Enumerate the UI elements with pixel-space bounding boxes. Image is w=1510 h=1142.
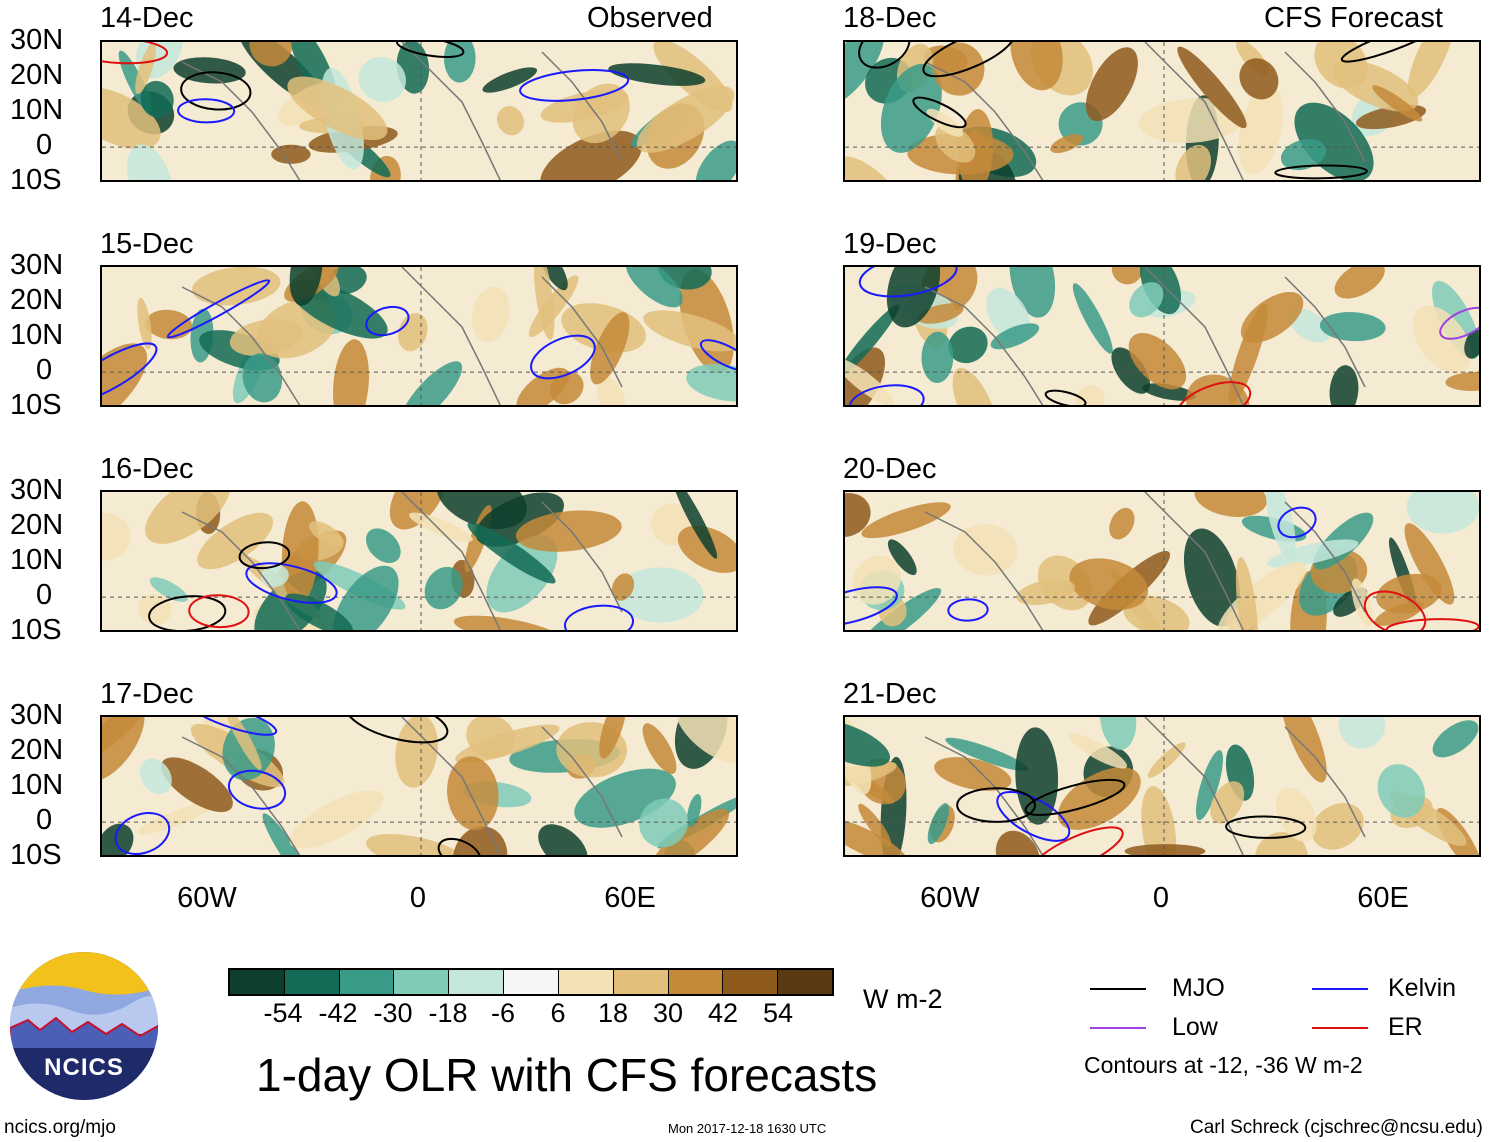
- colorbar-swatch: [778, 970, 832, 994]
- panel-date: 16-Dec: [100, 453, 194, 485]
- colorbar-swatch: [504, 970, 559, 994]
- footer-url[interactable]: ncics.org/mjo: [4, 1117, 116, 1138]
- lat-label: 0: [36, 804, 53, 836]
- colorbar-swatch: [230, 970, 285, 994]
- lat-label: 20N: [10, 734, 64, 766]
- footer-timestamp: Mon 2017-12-18 1630 UTC: [668, 1121, 827, 1136]
- lat-label: 10S: [10, 839, 62, 871]
- colorbar-tick: -30: [373, 998, 413, 1028]
- panel-date: 19-Dec: [843, 228, 937, 260]
- lat-label: 30N: [10, 249, 64, 281]
- colorbar-swatch: [558, 970, 614, 994]
- lat-label: 30N: [10, 474, 64, 506]
- colorbar: [228, 968, 834, 996]
- panel-date: 17-Dec: [100, 678, 194, 710]
- lat-label: 10S: [10, 164, 62, 196]
- olr-anomaly-field: [845, 717, 1479, 855]
- colorbar-tick: -42: [318, 998, 358, 1028]
- footer-credit: Carl Schreck (cjschrec@ncsu.edu): [1190, 1117, 1483, 1138]
- colorbar-swatch: [613, 970, 669, 994]
- lat-label: 10N: [10, 769, 64, 801]
- olr-anomaly-field: [845, 42, 1479, 180]
- lat-label: 0: [36, 579, 53, 611]
- legend-swatch-er: [1312, 1027, 1368, 1029]
- legend-swatch-mjo: [1090, 988, 1146, 990]
- olr-anomaly-field: [102, 717, 736, 855]
- colorbar-tick: 18: [597, 998, 629, 1028]
- lat-label: 10N: [10, 544, 64, 576]
- observed-label: Observed: [587, 2, 713, 34]
- olr-anomaly-field: [102, 267, 736, 405]
- lat-label: 10S: [10, 389, 62, 421]
- lat-label: 10N: [10, 319, 64, 351]
- lat-label: 20N: [10, 59, 64, 91]
- colorbar-units: W m-2: [863, 984, 943, 1014]
- lat-label: 10S: [10, 614, 62, 646]
- lon-label: 60W: [177, 882, 237, 914]
- legend-swatch-low: [1090, 1027, 1146, 1029]
- figure-title: 1-day OLR with CFS forecasts: [256, 1049, 878, 1101]
- panel-date: 20-Dec: [843, 453, 937, 485]
- contour-note: Contours at -12, -36 W m-2: [1084, 1052, 1363, 1078]
- olr-anomaly-field: [102, 42, 736, 180]
- panel-date: 14-Dec: [100, 2, 194, 34]
- colorbar-tick: -18: [428, 998, 468, 1028]
- lat-label: 10N: [10, 94, 64, 126]
- colorbar-tick: 30: [652, 998, 684, 1028]
- lat-label: 30N: [10, 24, 64, 56]
- legend-label-mjo: MJO: [1172, 974, 1225, 1002]
- legend-label-kelvin: Kelvin: [1388, 974, 1457, 1002]
- forecast-label: CFS Forecast: [1264, 2, 1443, 34]
- colorbar-swatch: [668, 970, 724, 994]
- lat-label: 30N: [10, 699, 64, 731]
- panel-date: 15-Dec: [100, 228, 194, 260]
- lat-label: 20N: [10, 509, 64, 541]
- lon-label: 0: [409, 882, 427, 914]
- colorbar-tick: -54: [263, 998, 303, 1028]
- lat-label: 0: [36, 354, 53, 386]
- colorbar-tick: -6: [490, 998, 515, 1028]
- olr-anomaly-field: [845, 267, 1479, 405]
- panel-date: 21-Dec: [843, 678, 937, 710]
- colorbar-tick: 42: [707, 998, 739, 1028]
- colorbar-swatch: [449, 970, 505, 994]
- panel-date: 18-Dec: [843, 2, 937, 34]
- legend-label-low: Low: [1172, 1013, 1218, 1041]
- colorbar-tick: 6: [550, 998, 566, 1028]
- ncics-logo: NCICS: [10, 952, 158, 1100]
- logo-text: NCICS: [44, 1054, 124, 1081]
- legend-swatch-kelvin: [1312, 988, 1368, 990]
- colorbar-tick: 54: [762, 998, 794, 1028]
- lat-label: 0: [36, 129, 53, 161]
- lat-label: 20N: [10, 284, 64, 316]
- olr-anomaly-field: [845, 492, 1479, 630]
- lon-label: 60W: [920, 882, 980, 914]
- colorbar-swatch: [394, 970, 450, 994]
- legend-label-er: ER: [1388, 1013, 1423, 1041]
- lon-label: 0: [1152, 882, 1170, 914]
- colorbar-swatch: [284, 970, 340, 994]
- colorbar-swatch: [339, 970, 395, 994]
- lon-label: 60E: [1357, 882, 1409, 914]
- colorbar-swatch: [723, 970, 779, 994]
- lon-label: 60E: [604, 882, 656, 914]
- olr-anomaly-field: [102, 492, 736, 630]
